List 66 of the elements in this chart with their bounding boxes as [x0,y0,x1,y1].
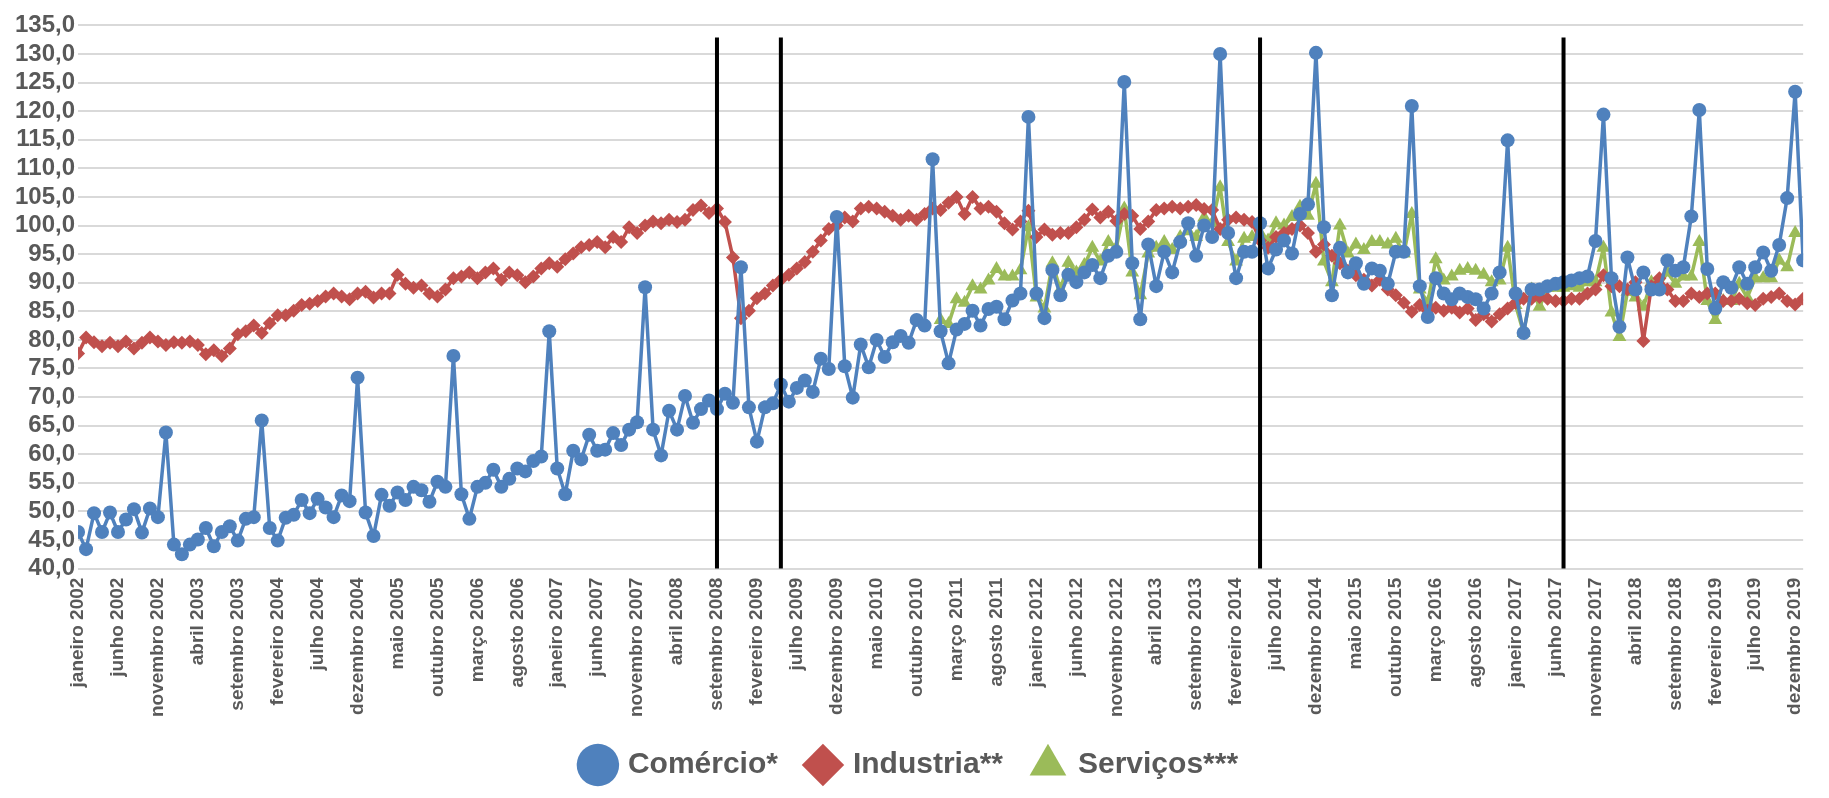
y-tick-label: 75,0 [28,353,76,381]
y-tick-label: 110,0 [16,152,76,180]
x-tick-label: outubro 2010 [904,577,926,697]
x-tick-label: setembro 2018 [1663,577,1685,711]
x-tick-label: agosto 2016 [1463,577,1485,688]
y-tick-label: 80,0 [28,324,76,352]
x-tick-label: junho 2007 [585,577,607,678]
x-tick-label: fevereiro 2019 [1703,577,1725,706]
x-tick-label: outubro 2015 [1384,577,1406,697]
x-tick-label: setembro 2003 [226,577,248,711]
x-tick-label: fevereiro 2009 [745,577,767,706]
legend-label: Comércio* [627,746,779,780]
x-tick-label: abril 2013 [1144,577,1166,666]
x-tick-label: fevereiro 2014 [1224,577,1246,706]
x-tick-label: abril 2003 [186,577,208,666]
x-tick-label: março 2006 [465,577,487,683]
x-tick-label: setembro 2008 [705,577,727,711]
y-tick-label: 45,0 [28,524,76,552]
x-tick-label: dezembro 2009 [825,577,847,715]
x-tick-label: fevereiro 2004 [265,577,287,706]
y-tick-label: 85,0 [28,295,76,323]
x-tick-label: agosto 2006 [505,577,527,688]
y-tick-label: 135,0 [15,10,76,38]
x-tick-label: maio 2010 [864,577,886,670]
x-tick-label: janeiro 2017 [1503,577,1525,689]
x-tick-label: julho 2009 [785,577,807,672]
y-tick-label: 125,0 [15,67,76,95]
y-tick-label: 50,0 [28,496,76,524]
y-tick-label: 70,0 [28,381,76,409]
x-tick-label: maio 2005 [385,577,407,670]
x-tick-label: setembro 2013 [1184,577,1206,711]
x-tick-label: junho 2012 [1064,577,1086,678]
y-tick-label: 120,0 [15,95,76,123]
y-tick-label: 60,0 [28,438,76,466]
y-tick-label: 100,0 [15,210,76,238]
y-tick-label: 65,0 [28,410,76,438]
x-tick-label: janeiro 2012 [1024,577,1046,689]
x-tick-label: dezembro 2004 [345,577,367,715]
x-tick-label: março 2011 [944,577,966,682]
legend-label: Industria** [852,746,1004,780]
legend-label: Serviços*** [1077,746,1239,780]
y-tick-label: 55,0 [28,467,76,495]
x-tick-label: outubro 2005 [425,577,447,697]
x-tick-label: junho 2002 [106,577,128,678]
x-tick-label: abril 2018 [1623,577,1645,666]
x-tick-label: novembro 2007 [625,577,647,718]
x-tick-label: janeiro 2002 [66,577,88,689]
x-tick-label: dezembro 2014 [1304,577,1326,715]
x-tick-label: julho 2014 [1264,577,1286,672]
x-tick-label: novembro 2017 [1583,577,1605,718]
x-tick-label: novembro 2012 [1104,577,1126,718]
x-tick-label: junho 2017 [1543,577,1565,678]
y-tick-label: 115,0 [16,124,76,152]
x-tick-label: agosto 2011 [984,577,1006,687]
x-tick-label: julho 2019 [1743,577,1765,672]
x-tick-label: novembro 2002 [146,577,168,718]
x-tick-label: janeiro 2007 [545,577,567,689]
x-tick-label: julho 2004 [305,577,327,672]
y-tick-label: 105,0 [15,181,76,209]
x-tick-label: março 2016 [1423,577,1445,683]
x-tick-label: maio 2015 [1344,577,1366,670]
y-tick-label: 95,0 [28,238,76,266]
x-tick-label: dezembro 2019 [1783,577,1805,715]
y-tick-label: 130,0 [15,38,76,66]
y-tick-label: 90,0 [28,267,76,295]
x-tick-label: abril 2008 [665,577,687,666]
